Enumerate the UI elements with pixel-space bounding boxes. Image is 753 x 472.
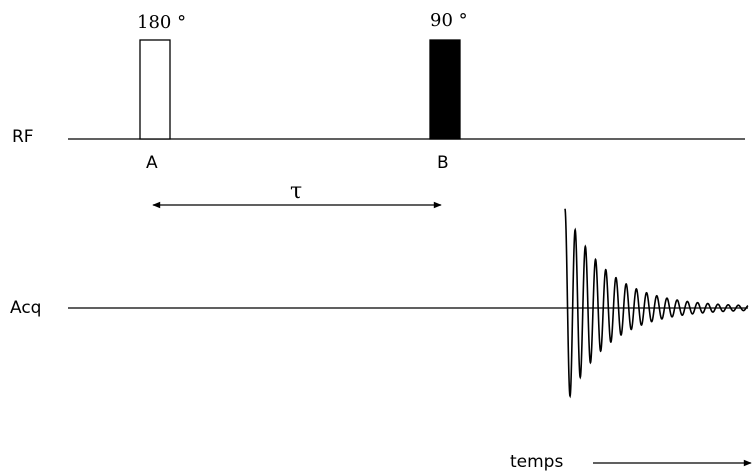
- time-label: temps: [510, 452, 563, 472]
- fid-signal: [564, 208, 749, 399]
- pulse-a-angle: 180 °: [137, 12, 186, 33]
- rf-label: RF: [12, 127, 34, 147]
- pulse-b-label: B: [437, 153, 449, 173]
- pulse-b-angle: 90 °: [430, 10, 468, 31]
- pulse-a-label: A: [146, 153, 158, 173]
- acq-label: Acq: [10, 298, 41, 318]
- pulse-b-rect: [429, 39, 461, 140]
- pulse-a-rect: [139, 39, 171, 140]
- delay-tau-label: τ: [290, 179, 302, 204]
